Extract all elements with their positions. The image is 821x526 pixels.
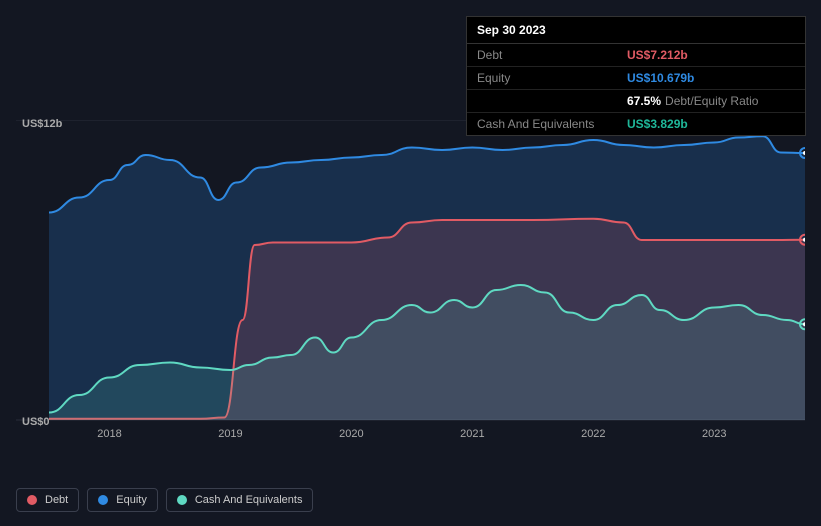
- debt-equity-chart: US$12b US$0: [16, 120, 805, 450]
- chart-tooltip: Sep 30 2023 DebtUS$7.212bEquityUS$10.679…: [466, 16, 806, 136]
- x-tick: 2023: [702, 428, 726, 440]
- legend-label: Cash And Equivalents: [195, 494, 303, 506]
- x-tick: 2018: [97, 428, 121, 440]
- x-tick: 2021: [460, 428, 484, 440]
- tooltip-row: EquityUS$10.679b: [467, 67, 805, 90]
- legend-item-cash[interactable]: Cash And Equivalents: [166, 488, 314, 512]
- tooltip-row: 67.5%Debt/Equity Ratio: [467, 90, 805, 113]
- legend-swatch: [98, 495, 108, 505]
- y-axis-label-max: US$12b: [22, 118, 62, 130]
- tooltip-date: Sep 30 2023: [467, 17, 805, 44]
- chart-legend: Debt Equity Cash And Equivalents: [16, 488, 313, 512]
- tooltip-row: DebtUS$7.212b: [467, 44, 805, 67]
- legend-swatch: [177, 495, 187, 505]
- legend-swatch: [27, 495, 37, 505]
- x-tick: 2022: [581, 428, 605, 440]
- chart-svg: [16, 120, 805, 430]
- legend-item-debt[interactable]: Debt: [16, 488, 79, 512]
- legend-label: Equity: [116, 494, 147, 506]
- x-tick: 2019: [218, 428, 242, 440]
- legend-item-equity[interactable]: Equity: [87, 488, 158, 512]
- y-axis-label-min: US$0: [22, 416, 50, 428]
- x-tick: 2020: [339, 428, 363, 440]
- tooltip-row: Cash And EquivalentsUS$3.829b: [467, 113, 805, 135]
- legend-label: Debt: [45, 494, 68, 506]
